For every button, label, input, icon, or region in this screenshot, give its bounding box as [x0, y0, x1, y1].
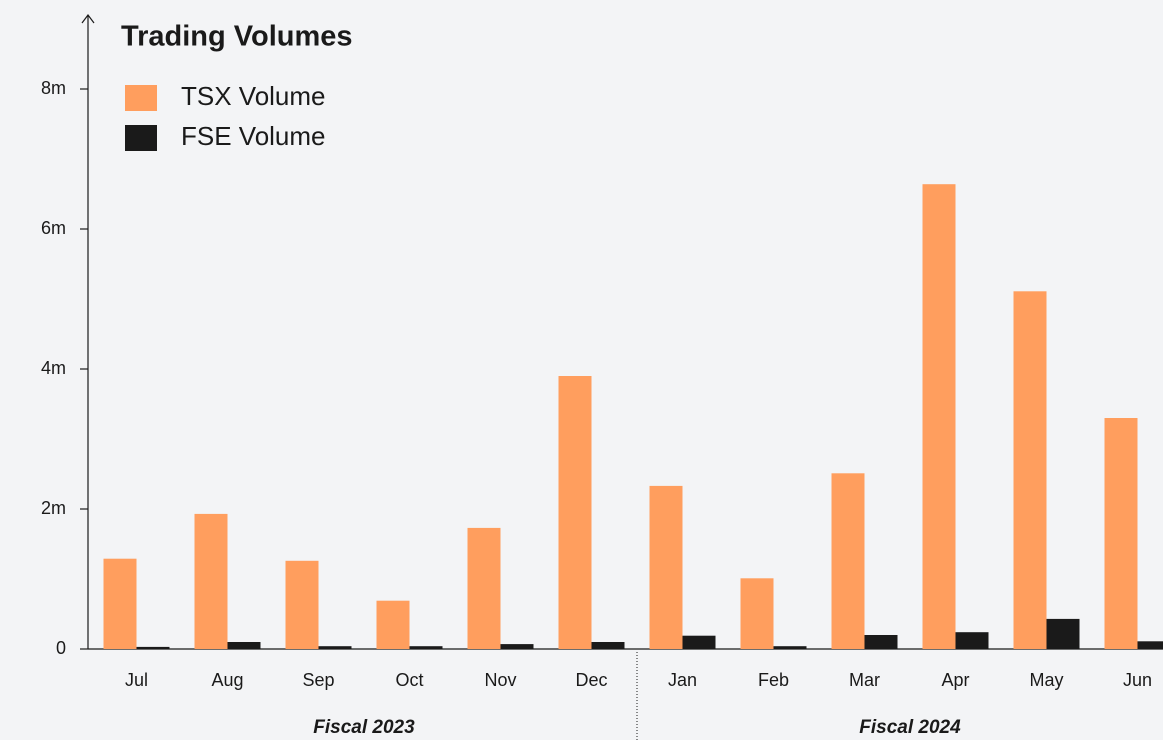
legend-swatch [125, 85, 157, 111]
bar [409, 646, 443, 649]
legend-label: TSX Volume [181, 81, 326, 111]
bar [773, 646, 807, 649]
bar [955, 632, 989, 649]
x-tick-label: Nov [484, 670, 516, 690]
bar [194, 513, 228, 649]
x-tick-label: May [1029, 670, 1063, 690]
bar [682, 635, 716, 649]
x-tick-label: Aug [211, 670, 243, 690]
x-tick-label: Feb [758, 670, 789, 690]
bar [1104, 418, 1138, 649]
bar [1013, 291, 1047, 649]
bar [103, 558, 137, 649]
bar [922, 184, 956, 649]
x-tick-label: Apr [941, 670, 969, 690]
y-tick-label: 4m [41, 358, 66, 378]
y-axis-arrow [81, 14, 95, 24]
x-tick-label: Jun [1123, 670, 1152, 690]
bar [467, 527, 501, 649]
y-tick-label: 0 [56, 638, 66, 658]
group-label: Fiscal 2024 [859, 717, 961, 738]
x-tick-label: Oct [395, 670, 423, 690]
x-tick-label: Jan [668, 670, 697, 690]
x-tick-label: Mar [849, 670, 880, 690]
bar [376, 600, 410, 649]
y-tick-label: 8m [41, 78, 66, 98]
bar [318, 646, 352, 649]
bar [864, 635, 898, 649]
x-tick-label: Dec [575, 670, 607, 690]
y-tick-label: 6m [41, 218, 66, 238]
legend-swatch [125, 125, 157, 151]
bar [227, 642, 261, 649]
y-tick-label: 2m [41, 498, 66, 518]
chart-title: Trading Volumes [121, 21, 353, 53]
group-label: Fiscal 2023 [313, 717, 415, 738]
bar [500, 644, 534, 649]
x-tick-label: Sep [302, 670, 334, 690]
bar [285, 560, 319, 649]
bar [591, 642, 625, 649]
bar [558, 376, 592, 649]
bar [740, 578, 774, 649]
bar [649, 485, 683, 649]
bar [1046, 618, 1080, 649]
bar [1137, 641, 1163, 649]
bar [831, 473, 865, 649]
legend-label: FSE Volume [181, 121, 326, 151]
bar [136, 646, 170, 649]
x-tick-label: Jul [125, 670, 148, 690]
